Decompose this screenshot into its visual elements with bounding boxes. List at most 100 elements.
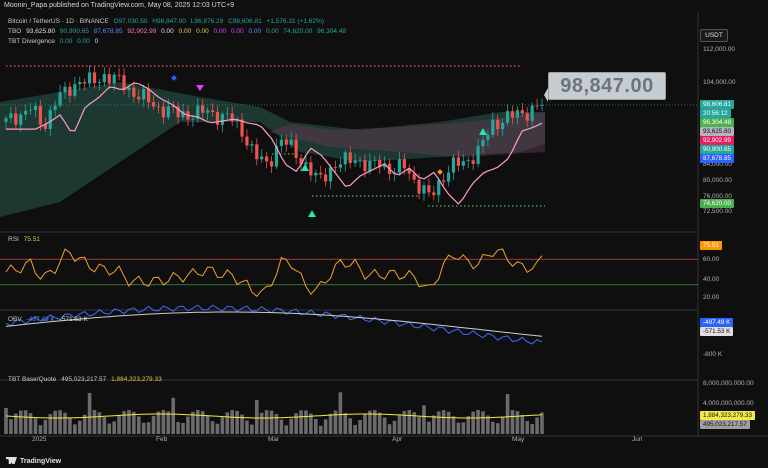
candle-body bbox=[78, 82, 82, 85]
ohlc-open: O97,030.50 bbox=[113, 18, 148, 25]
volume-value-1: 495,023,217.57 bbox=[61, 376, 107, 383]
volume-bar bbox=[407, 410, 412, 434]
volume-axis-4b: 4,000,000,000.00 bbox=[703, 400, 754, 407]
volume-bar bbox=[505, 394, 510, 434]
time-axis-label: Mar bbox=[268, 436, 280, 443]
candle-body bbox=[107, 74, 111, 84]
volume-bar bbox=[136, 416, 141, 434]
candle-body bbox=[437, 180, 441, 196]
candle-body bbox=[38, 106, 43, 125]
symbol-legend[interactable]: Bitcoin / TetherUS · 1D · BINANCE O97,03… bbox=[8, 18, 327, 25]
volume-bar bbox=[141, 422, 146, 434]
volume-bar bbox=[117, 415, 121, 434]
volume-bar bbox=[373, 410, 377, 434]
volume-bar bbox=[48, 414, 53, 434]
rsi-axis-40: 40.00 bbox=[703, 276, 720, 283]
volume-bar bbox=[387, 424, 392, 434]
volume-bar bbox=[240, 414, 244, 434]
tbo-value-9: 0.00 bbox=[231, 28, 244, 35]
volume-bar bbox=[53, 410, 57, 434]
candle-body bbox=[191, 118, 195, 120]
volume-bar bbox=[535, 417, 539, 434]
volume-bar bbox=[466, 416, 471, 434]
price-tag: 90,900.65 bbox=[700, 145, 735, 155]
candle-body bbox=[397, 159, 401, 173]
tbo-value-10: 0.00 bbox=[248, 28, 262, 35]
volume-bar bbox=[181, 422, 185, 434]
candle-body bbox=[289, 139, 293, 145]
volume-bar bbox=[68, 417, 72, 434]
obv-legend[interactable]: OBV -497.49 K -571.53 K bbox=[8, 316, 91, 323]
volume-bar bbox=[161, 410, 166, 434]
volume-bar bbox=[333, 410, 338, 434]
candle-body bbox=[269, 161, 274, 167]
volume-bar bbox=[122, 411, 126, 434]
obv-line bbox=[5, 304, 543, 345]
volume-bar bbox=[235, 410, 239, 434]
chart-canvas[interactable] bbox=[0, 12, 768, 456]
candle-body bbox=[343, 152, 347, 165]
volume-bar bbox=[510, 410, 515, 434]
candle-body bbox=[43, 124, 47, 129]
candle-body bbox=[117, 74, 121, 76]
volume-bar bbox=[156, 411, 161, 434]
candle-body bbox=[515, 110, 520, 118]
volume-bar bbox=[58, 410, 62, 434]
volume-bar bbox=[191, 411, 195, 434]
candle-body bbox=[68, 86, 72, 96]
currency-selector[interactable]: USDT bbox=[700, 29, 728, 42]
candle-body bbox=[181, 111, 185, 118]
time-axis-label: Feb bbox=[156, 436, 168, 443]
candle-body bbox=[461, 161, 465, 166]
ohlc-high: H98,847.00 bbox=[152, 18, 186, 25]
candle-body bbox=[383, 163, 387, 168]
tbo-legend[interactable]: TBO 93,625.80 90,900.65 87,678.85 92,902… bbox=[8, 28, 349, 35]
candle-body bbox=[215, 112, 220, 125]
price-callout: 98,847.00 bbox=[548, 72, 666, 100]
tbo-name: TBO bbox=[8, 28, 22, 35]
obv-signal-line bbox=[5, 311, 543, 337]
candle-body bbox=[412, 173, 416, 180]
price-axis-label: 76,000.00 bbox=[703, 193, 732, 201]
volume-bar bbox=[412, 412, 416, 434]
obv-name: OBV bbox=[8, 316, 22, 323]
volume-bar bbox=[461, 422, 466, 434]
buy-marker bbox=[301, 164, 309, 171]
sell-marker bbox=[196, 85, 204, 91]
divergence-legend[interactable]: TBT Divergence 0.00 0.00 0 bbox=[8, 38, 101, 45]
volume-bar bbox=[363, 414, 367, 434]
tbo-value-4: 92,902.99 bbox=[127, 28, 157, 35]
volume-bar bbox=[446, 411, 451, 434]
rsi-axis-60: 60.00 bbox=[703, 256, 720, 263]
tradingview-logo[interactable]: TradingView bbox=[6, 457, 61, 465]
candle-body bbox=[333, 167, 338, 169]
candle-body bbox=[417, 179, 421, 194]
price-axis-label: 84,000.00 bbox=[703, 160, 732, 168]
candle-body bbox=[87, 72, 92, 84]
volume-bar bbox=[417, 416, 421, 434]
chart-frame[interactable]: Bitcoin / TetherUS · 1D · BINANCE O97,03… bbox=[0, 12, 768, 456]
candle-body bbox=[166, 106, 170, 118]
candle-body bbox=[171, 106, 175, 108]
volume-bar bbox=[318, 425, 323, 434]
candle-body bbox=[324, 174, 328, 182]
candle-body bbox=[210, 110, 215, 113]
volume-axis-8b: 8,000,000,000.00 bbox=[703, 380, 754, 387]
candle-body bbox=[299, 157, 303, 165]
volume-bar bbox=[299, 410, 303, 434]
volume-value-2: 1,884,323,279.33 bbox=[111, 376, 162, 383]
volume-bar bbox=[353, 424, 357, 434]
volume-name: TBT Base/Quote bbox=[8, 376, 57, 383]
candle-body bbox=[432, 192, 436, 196]
candle-body bbox=[63, 86, 67, 93]
volume-bar bbox=[456, 422, 461, 434]
divergence-name: TBT Divergence bbox=[8, 38, 55, 45]
rsi-tag: 75.51 bbox=[700, 241, 722, 250]
footer-bar: TradingView bbox=[0, 455, 768, 468]
volume-legend[interactable]: TBT Base/Quote 495,023,217.57 1,884,323,… bbox=[8, 376, 165, 383]
candle-body bbox=[471, 160, 475, 164]
candle-body bbox=[9, 113, 13, 119]
candle-body bbox=[201, 105, 205, 113]
rsi-legend[interactable]: RSI 75.51 bbox=[8, 236, 43, 243]
volume-bar bbox=[500, 416, 505, 434]
